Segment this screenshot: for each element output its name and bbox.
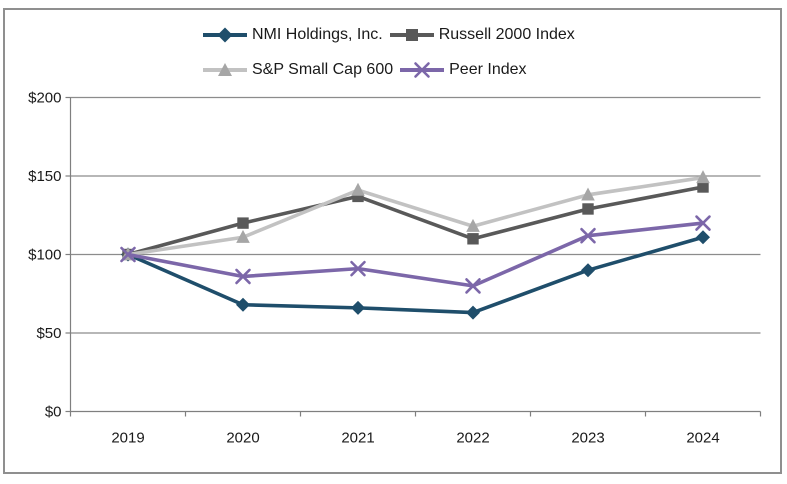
legend-item-sp-small-cap: S&P Small Cap 600	[202, 61, 393, 79]
square-marker	[352, 190, 364, 203]
series-line-triangle	[127, 175, 704, 257]
x-tick-label: 2021	[341, 430, 374, 447]
legend-label-sp-small-cap: S&P Small Cap 600	[252, 61, 394, 78]
diamond-marker	[581, 263, 595, 278]
y-tick-label: $100	[28, 247, 61, 264]
x-marker	[465, 278, 481, 294]
diamond-marker-icon	[203, 27, 247, 43]
triangle-marker	[236, 229, 250, 243]
legend-item-nmi-holdings: NMI Holdings, Inc.	[202, 26, 383, 44]
x-tick-label: 2020	[226, 430, 259, 447]
triangle-marker	[696, 170, 710, 184]
chart-legend: NMI Holdings, Inc. Russell 2000 Index S&…	[202, 20, 575, 85]
x-tick-label: 2023	[571, 430, 604, 447]
series-line-square	[127, 185, 704, 257]
x-marker	[120, 246, 136, 263]
triangle-marker-icon	[203, 63, 247, 76]
x-marker	[235, 268, 251, 285]
x-tick-label: 2019	[111, 430, 144, 447]
x-tick-label: 2024	[686, 430, 719, 447]
x-marker	[350, 260, 366, 277]
legend-row-1: NMI Holdings, Inc. Russell 2000 Index	[202, 20, 575, 50]
x-marker	[580, 227, 596, 244]
legend-item-peer-index: Peer Index	[399, 61, 527, 79]
diamond-marker	[351, 300, 365, 315]
y-tick-label: $50	[36, 325, 61, 342]
triangle-marker	[351, 182, 365, 196]
diamond-marker	[696, 230, 710, 245]
legend-label-peer-index: Peer Index	[449, 61, 527, 78]
diamond-marker	[236, 297, 250, 312]
square-marker	[697, 181, 709, 193]
legend-label-nmi-holdings: NMI Holdings, Inc.	[252, 26, 383, 43]
triangle-marker	[581, 187, 595, 201]
y-tick-label: $200	[28, 90, 61, 107]
series-line-diamond	[127, 235, 704, 315]
square-marker	[237, 217, 249, 229]
square-marker	[582, 203, 594, 215]
legend-item-russell-2000: Russell 2000 Index	[389, 26, 575, 44]
x-marker-icon	[400, 62, 445, 78]
series-line-x	[127, 221, 704, 288]
legend-row-2: S&P Small Cap 600 Peer Index	[202, 55, 575, 85]
x-marker	[695, 215, 711, 231]
y-tick-label: $150	[28, 168, 61, 185]
x-tick-label: 2022	[456, 430, 489, 447]
square-marker	[467, 233, 479, 245]
triangle-marker	[466, 218, 480, 232]
legend-label-russell-2000: Russell 2000 Index	[438, 26, 575, 43]
square-marker-icon	[389, 29, 434, 41]
y-tick-label: $0	[45, 404, 62, 421]
diamond-marker	[466, 305, 480, 320]
